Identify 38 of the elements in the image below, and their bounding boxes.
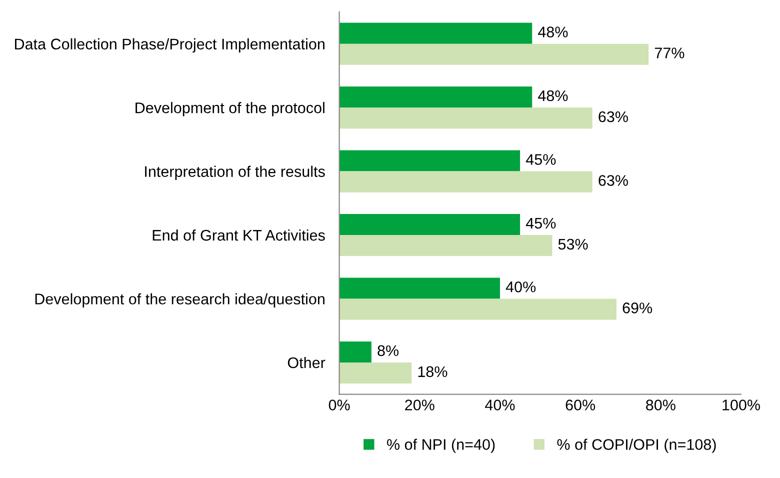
data-label: 48%: [538, 90, 568, 102]
bar: [339, 341, 372, 362]
bar: [339, 108, 592, 129]
x-tick-label: 100%: [722, 400, 760, 410]
x-tick-label: 40%: [485, 400, 515, 410]
data-label: 48%: [538, 26, 568, 38]
bar: [339, 44, 649, 65]
data-label: 63%: [598, 111, 628, 122]
bar: [339, 278, 500, 299]
bar: [339, 150, 520, 172]
y-tick-label: Development of the research idea/question: [35, 293, 324, 308]
x-tick-label: 60%: [566, 400, 596, 410]
x-tick-label: 20%: [405, 400, 434, 410]
y-tick-label: Other: [288, 356, 326, 368]
y-tick-label: Interpretation of the results: [145, 166, 325, 180]
y-tick-label: Data Collection Phase/Project Implementation: [15, 38, 324, 53]
bar: [339, 22, 532, 44]
data-label: 18%: [418, 366, 448, 378]
bar: [339, 171, 592, 192]
data-label: 45%: [526, 218, 556, 229]
data-label: 77%: [654, 48, 684, 58]
data-label: 40%: [506, 282, 536, 292]
data-label: 8%: [378, 345, 399, 356]
data-label: 63%: [598, 175, 628, 186]
bar: [339, 362, 412, 384]
data-label: 69%: [622, 302, 652, 314]
y-tick-label: Development of the protocol: [136, 102, 324, 116]
legend-label: % of NPI (n=40): [387, 438, 495, 453]
data-label: 53%: [558, 238, 588, 250]
bar: [339, 86, 532, 108]
bar: [339, 214, 520, 236]
data-label: 45%: [526, 154, 556, 165]
y-tick-label: End of Grant KT Activities: [152, 229, 325, 241]
x-tick-label: 80%: [646, 400, 676, 410]
legend-label: % of COPI/OPI (n=108): [557, 438, 716, 453]
bar: [339, 298, 616, 320]
x-tick-label: 0%: [328, 400, 350, 410]
bar: [339, 235, 552, 256]
